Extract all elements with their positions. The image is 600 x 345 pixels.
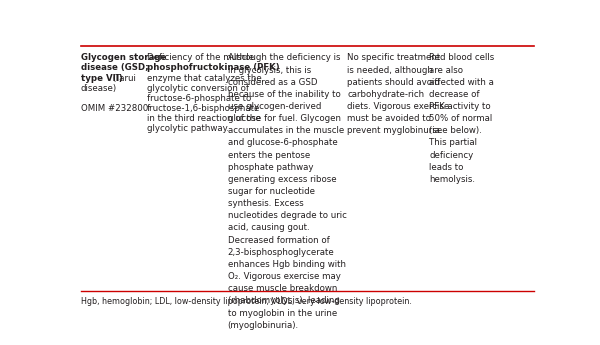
Text: glycolytic pathway.: glycolytic pathway. xyxy=(147,124,229,133)
Text: No specific treatment
is needed, although
patients should avoid
carbohydrate-ric: No specific treatment is needed, althoug… xyxy=(347,53,449,135)
Text: OMIM #232800: OMIM #232800 xyxy=(80,104,148,113)
Text: type VII): type VII) xyxy=(80,73,122,82)
Text: disease (GSD;: disease (GSD; xyxy=(80,63,148,72)
Text: (Tarui: (Tarui xyxy=(112,73,136,82)
Text: phosphofructokinase (PFK): phosphofructokinase (PFK) xyxy=(147,63,280,72)
Text: Glycogen storage: Glycogen storage xyxy=(80,53,166,62)
Text: in the third reaction of the: in the third reaction of the xyxy=(147,114,261,123)
Text: glycolytic conversion of: glycolytic conversion of xyxy=(147,83,249,93)
Text: fructose-6-phosphate to: fructose-6-phosphate to xyxy=(147,94,251,103)
Text: Hgb, hemoglobin; LDL, low-density lipoprotein; VLDL, very-low-density lipoprotei: Hgb, hemoglobin; LDL, low-density lipopr… xyxy=(80,297,412,306)
Text: Red blood cells
are also
affected with a
decrease of
PFK activity to
50% of norm: Red blood cells are also affected with a… xyxy=(430,53,494,184)
Text: Although the deficiency is
in glycolysis, this is
considered as a GSD
because of: Although the deficiency is in glycolysis… xyxy=(227,53,346,330)
Text: Deficiency of the muscle: Deficiency of the muscle xyxy=(147,53,254,62)
Text: disease): disease) xyxy=(80,83,117,93)
Text: fructose-1,6-bisphosphate: fructose-1,6-bisphosphate xyxy=(147,104,260,113)
Text: enzyme that catalyzes the: enzyme that catalyzes the xyxy=(147,73,262,82)
